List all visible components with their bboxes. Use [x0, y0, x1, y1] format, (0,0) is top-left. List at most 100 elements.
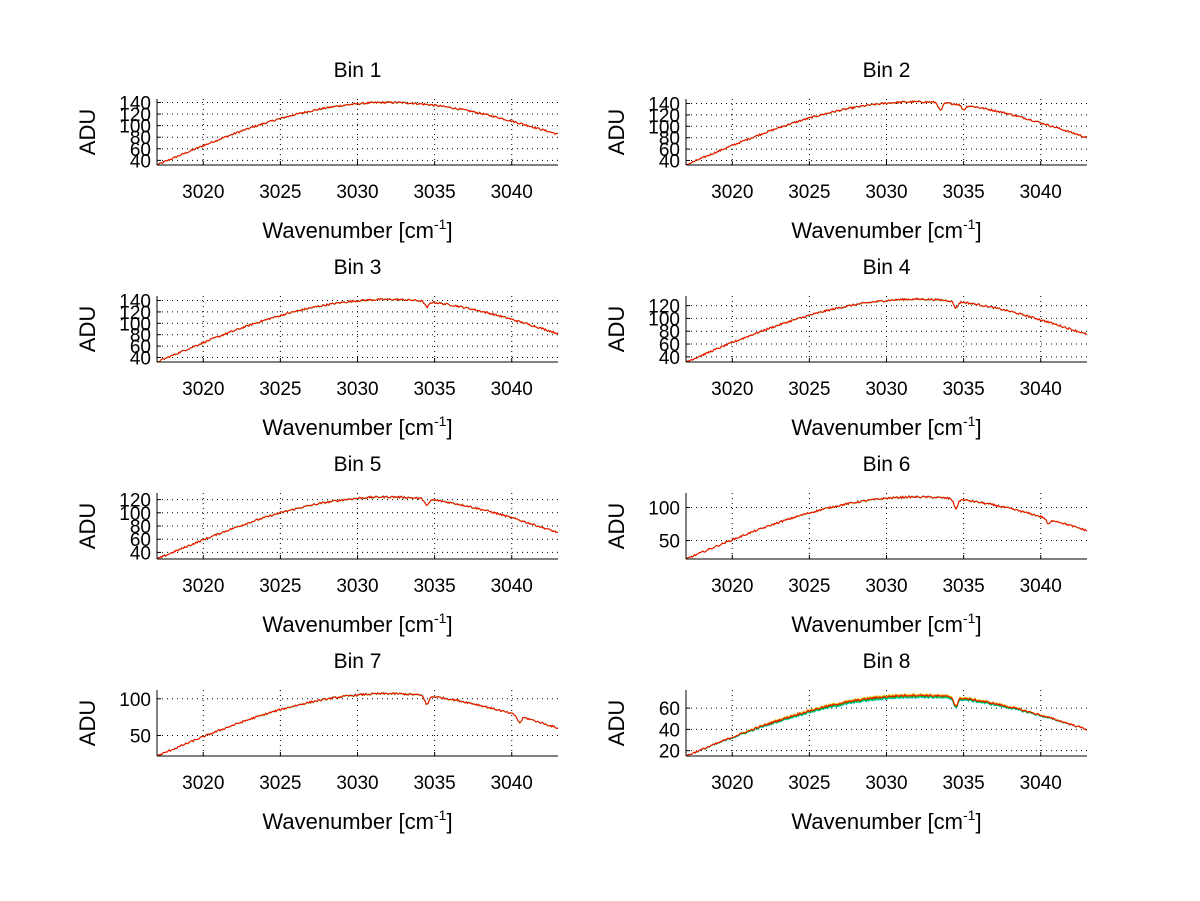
x-tick-label: 3030 [336, 576, 378, 597]
x-axis-label-main: Wavenumber [cm [262, 415, 434, 440]
x-tick-label: 3040 [1020, 182, 1062, 203]
x-axis-label-end: ] [446, 612, 452, 637]
series-line-1 [156, 691, 559, 757]
x-tick-label: 3030 [336, 379, 378, 400]
subplot-title: Bin 3 [334, 256, 382, 279]
y-tick-label: 100 [119, 690, 151, 711]
x-axis-label-end: ] [975, 612, 981, 637]
x-axis-label-exponent: -1 [434, 610, 447, 626]
subplot-title: Bin 6 [863, 453, 911, 476]
series-line-4 [685, 495, 1088, 559]
x-axis-label-end: ] [975, 809, 981, 834]
x-axis-label: Wavenumber [cm-1] [262, 413, 452, 440]
series-line-2 [156, 495, 559, 560]
x-tick-label: 3040 [491, 773, 533, 794]
x-axis-label-exponent: -1 [434, 216, 447, 232]
x-tick-label: 3030 [865, 182, 907, 203]
y-tick-label: 120 [119, 491, 151, 512]
y-tick-label: 140 [648, 95, 680, 116]
y-tick-label: 40 [130, 348, 151, 369]
x-tick-label: 3035 [942, 576, 984, 597]
series-line-3 [685, 692, 1088, 757]
y-tick-label: 120 [119, 303, 151, 324]
y-tick-label: 100 [119, 314, 151, 335]
x-axis-label-end: ] [446, 809, 452, 834]
series-line-2 [156, 101, 559, 166]
y-tick-label: 80 [130, 517, 151, 538]
y-axis-label: ADU [604, 306, 629, 352]
series-line-2 [156, 692, 559, 757]
y-axis-label: ADU [604, 503, 629, 549]
x-axis-label-main: Wavenumber [cm [791, 415, 963, 440]
y-tick-label: 50 [659, 532, 680, 553]
y-tick-label: 120 [119, 105, 151, 126]
x-tick-label: 3040 [491, 576, 533, 597]
x-tick-label: 3025 [259, 379, 301, 400]
subplot-title: Bin 4 [863, 256, 911, 279]
x-tick-label: 3040 [491, 379, 533, 400]
series-line-2 [685, 100, 1088, 166]
x-tick-label: 3040 [1020, 379, 1062, 400]
y-tick-label: 40 [130, 151, 151, 172]
y-tick-label: 40 [659, 348, 680, 369]
series-line-1 [685, 100, 1088, 166]
x-tick-label: 3040 [1020, 576, 1062, 597]
x-axis-label: Wavenumber [cm-1] [262, 610, 452, 637]
y-axis-label: ADU [604, 109, 629, 155]
x-tick-label: 3020 [182, 576, 224, 597]
y-tick-label: 100 [119, 117, 151, 138]
y-tick-label: 120 [648, 106, 680, 127]
x-tick-label: 3030 [865, 773, 907, 794]
y-axis-label: ADU [604, 700, 629, 746]
series-line-4 [156, 495, 559, 560]
x-axis-label-main: Wavenumber [cm [262, 809, 434, 834]
y-tick-label: 80 [130, 326, 151, 347]
x-axis-label-exponent: -1 [963, 610, 976, 626]
x-axis-label-exponent: -1 [434, 413, 447, 429]
y-tick-label: 60 [659, 699, 680, 720]
y-axis-label: ADU [75, 503, 100, 549]
subplot-title: Bin 7 [334, 650, 382, 673]
x-axis-label-main: Wavenumber [cm [791, 612, 963, 637]
series-line-2 [156, 298, 559, 363]
series-line-1 [156, 495, 559, 560]
x-axis-label-end: ] [975, 218, 981, 243]
x-tick-label: 3020 [182, 379, 224, 400]
x-axis-label-main: Wavenumber [cm [262, 218, 434, 243]
x-axis-label: Wavenumber [cm-1] [791, 413, 981, 440]
series-line-3 [156, 495, 559, 560]
x-tick-label: 3035 [413, 379, 455, 400]
series-line-3 [156, 100, 559, 166]
y-axis-label: ADU [75, 306, 100, 352]
series-line-3 [156, 297, 559, 363]
x-tick-label: 3025 [788, 576, 830, 597]
series-line-1 [156, 100, 559, 166]
x-axis-label-exponent: -1 [963, 216, 976, 232]
subplot-title: Bin 5 [334, 453, 382, 476]
series-line-4 [685, 100, 1088, 166]
x-tick-label: 3035 [942, 182, 984, 203]
series-line-4 [156, 298, 559, 363]
series-line-4 [156, 692, 559, 757]
y-tick-label: 60 [130, 140, 151, 161]
x-tick-label: 3040 [1020, 773, 1062, 794]
y-tick-label: 100 [648, 117, 680, 138]
x-axis-label-end: ] [446, 218, 452, 243]
y-axis-label: ADU [75, 109, 100, 155]
series-line-4 [685, 693, 1088, 757]
x-axis-label-exponent: -1 [434, 807, 447, 823]
y-tick-label: 140 [119, 292, 151, 313]
y-tick-label: 100 [119, 504, 151, 525]
x-axis-label-end: ] [446, 415, 452, 440]
y-tick-label: 80 [130, 128, 151, 149]
series-line-3 [685, 100, 1088, 166]
y-tick-label: 40 [659, 151, 680, 172]
x-tick-label: 3035 [413, 182, 455, 203]
